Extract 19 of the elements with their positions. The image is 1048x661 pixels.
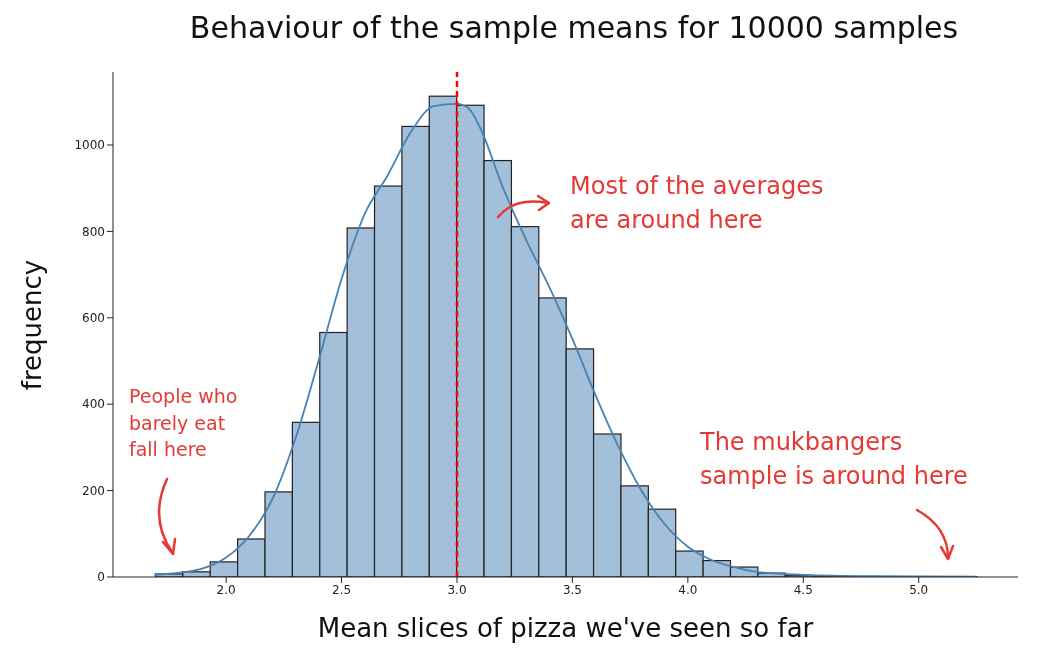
annotation: Most of the averages are around here	[570, 171, 824, 236]
annotation: People who barely eat fall here	[129, 384, 238, 463]
annotation: The mukbangers sample is around here	[700, 427, 968, 492]
x-tick-label: 2.5	[332, 582, 352, 597]
chart-title: Behaviour of the sample means for 10000 samples	[188, 10, 960, 45]
y-tick-label: 400	[82, 397, 105, 412]
x-tick-label: 4.0	[678, 582, 698, 597]
y-tick-label: 0	[97, 570, 105, 585]
x-tick-label: 4.5	[793, 582, 813, 597]
x-tick-label: 3.0	[447, 582, 467, 597]
y-tick-label: 600	[82, 311, 105, 326]
x-tick-label: 2.0	[216, 582, 236, 597]
x-tick-label: 3.5	[562, 582, 582, 597]
y-tick-label: 1000	[74, 138, 105, 153]
y-tick-label: 800	[82, 224, 105, 239]
x-axis-title: Mean slices of pizza we've seen so far	[316, 613, 815, 643]
y-axis-title: frequency	[17, 259, 47, 391]
y-tick-label: 200	[82, 483, 105, 498]
x-tick-label: 5.0	[909, 582, 929, 597]
